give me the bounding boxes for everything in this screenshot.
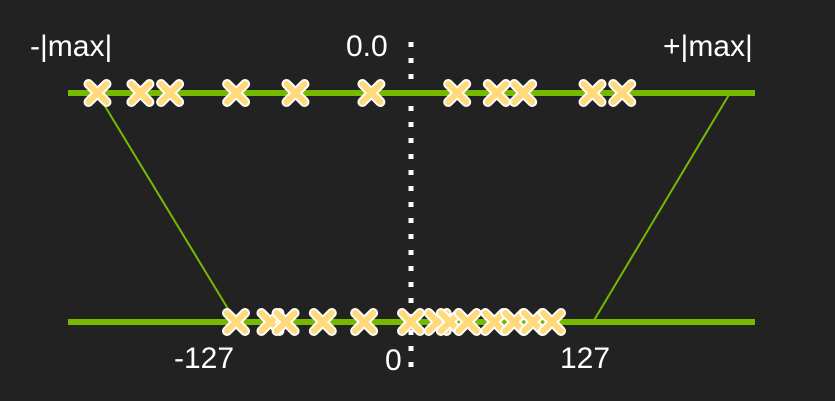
int8-value-marker — [397, 308, 425, 336]
int8-value-marker — [222, 308, 250, 336]
neg-127-label: -127 — [174, 342, 235, 375]
int8-value-marker — [350, 308, 379, 336]
pos-max-label: +|max| — [663, 30, 753, 63]
float-value-marker — [482, 79, 511, 107]
float-value-marker — [608, 79, 637, 107]
neg-max-label: -|max| — [30, 30, 113, 63]
float-value-marker — [126, 79, 155, 107]
int8-value-marker — [538, 308, 566, 336]
mapping-line-negative — [96, 92, 237, 323]
int8-value-marker — [480, 308, 509, 336]
float-value-marker — [509, 79, 538, 107]
float-value-markers — [83, 79, 637, 107]
zero-int-label: 0 — [385, 344, 402, 377]
int8-value-marker — [453, 308, 482, 336]
float-value-marker — [357, 79, 386, 107]
float-value-marker — [281, 79, 310, 107]
int8-value-marker — [271, 308, 300, 336]
float-value-marker — [443, 79, 472, 107]
int8-value-markers — [222, 308, 566, 336]
float-value-marker — [222, 79, 251, 107]
pos-127-label: 127 — [560, 342, 611, 375]
zero-float-label: 0.0 — [346, 30, 388, 63]
int8-value-marker — [308, 308, 337, 336]
float-value-marker — [578, 79, 607, 107]
mapping-line-positive — [592, 92, 731, 323]
float-value-marker — [83, 79, 112, 107]
float-value-marker — [156, 79, 185, 107]
